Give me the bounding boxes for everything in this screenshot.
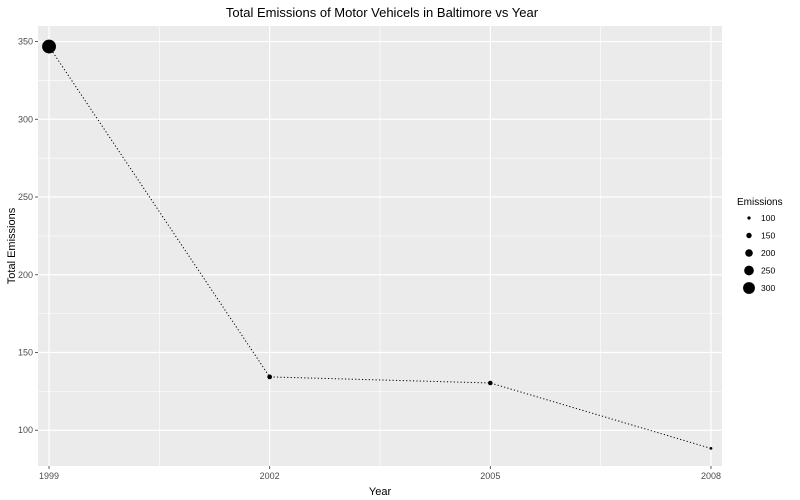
x-axis-title: Year [369, 486, 392, 498]
legend-key-point [744, 265, 754, 276]
legend-title: Emissions [737, 197, 783, 208]
x-tick-label: 2008 [701, 471, 721, 481]
legend-key-point [745, 249, 753, 257]
legend-key-point [746, 232, 752, 239]
x-tick-label: 2002 [260, 471, 280, 481]
legend-key-point [743, 282, 755, 294]
legend-key-point [747, 216, 751, 220]
y-axis-title: Total Emissions [6, 207, 18, 284]
y-tick-label: 250 [18, 192, 33, 202]
data-series [42, 39, 713, 450]
legend-label: 150 [761, 231, 775, 241]
data-point [709, 447, 713, 450]
x-tick-label: 1999 [39, 471, 59, 481]
legend-items: 100 150 200 250 300 [743, 213, 775, 294]
legend-label: 100 [761, 213, 775, 223]
x-tick-label: 2005 [480, 471, 500, 481]
x-axis-ticks: 1999 2002 2005 2008 [39, 466, 721, 481]
series-line [48, 46, 712, 449]
y-tick-label: 100 [18, 425, 33, 435]
data-point [488, 380, 493, 386]
data-point [42, 39, 56, 54]
legend: Emissions 100 150 200 250 300 [737, 197, 783, 294]
y-tick-label: 150 [18, 348, 33, 358]
legend-label: 250 [761, 266, 775, 276]
chart-title: Total Emissions of Motor Vehicels in Bal… [226, 5, 539, 20]
legend-label: 300 [761, 283, 775, 293]
y-tick-label: 300 [18, 114, 33, 124]
y-tick-label: 200 [18, 270, 33, 280]
data-point [267, 374, 273, 380]
y-tick-label: 350 [18, 37, 33, 47]
gridlines [38, 26, 722, 466]
legend-label: 200 [761, 248, 775, 258]
y-axis-ticks: 100 150 200 250 300 350 [18, 37, 38, 435]
